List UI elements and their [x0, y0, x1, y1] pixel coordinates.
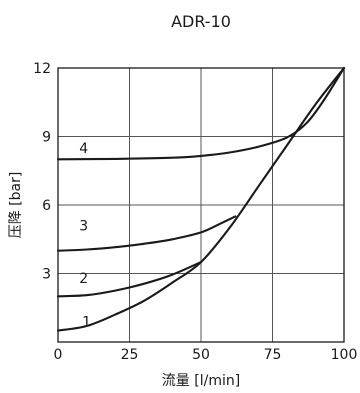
grid-lines: [58, 68, 344, 342]
x-tick-label-100: 100: [331, 347, 358, 363]
series-line-3: [56, 215, 237, 252]
y-tick-label-3: 3: [42, 267, 51, 283]
x-axis-label: 流量 [l/min]: [162, 373, 240, 389]
curve-label-4: 4: [79, 141, 88, 157]
x-tick-label-0: 0: [54, 347, 63, 363]
curve-label-3: 3: [79, 219, 88, 235]
plot-frame: [57, 67, 345, 343]
x-tick-label-25: 25: [121, 347, 139, 363]
y-axis-label: 压降 [bar]: [8, 172, 24, 239]
series-line-2: [56, 261, 203, 298]
x-tick-label-50: 50: [192, 347, 210, 363]
curve-labels: 1 2 3 4: [79, 141, 91, 331]
y-tick-label-6: 6: [42, 198, 51, 214]
series-line-4: [56, 66, 346, 161]
y-tick-label-9: 9: [42, 130, 51, 146]
curve-label-1: 1: [82, 314, 91, 330]
chart-title: ADR-10: [171, 12, 231, 31]
y-tick-label-12: 12: [33, 61, 51, 77]
curve-label-2: 2: [79, 271, 88, 287]
x-tick-label-75: 75: [264, 347, 282, 363]
series-layer: [56, 66, 346, 332]
